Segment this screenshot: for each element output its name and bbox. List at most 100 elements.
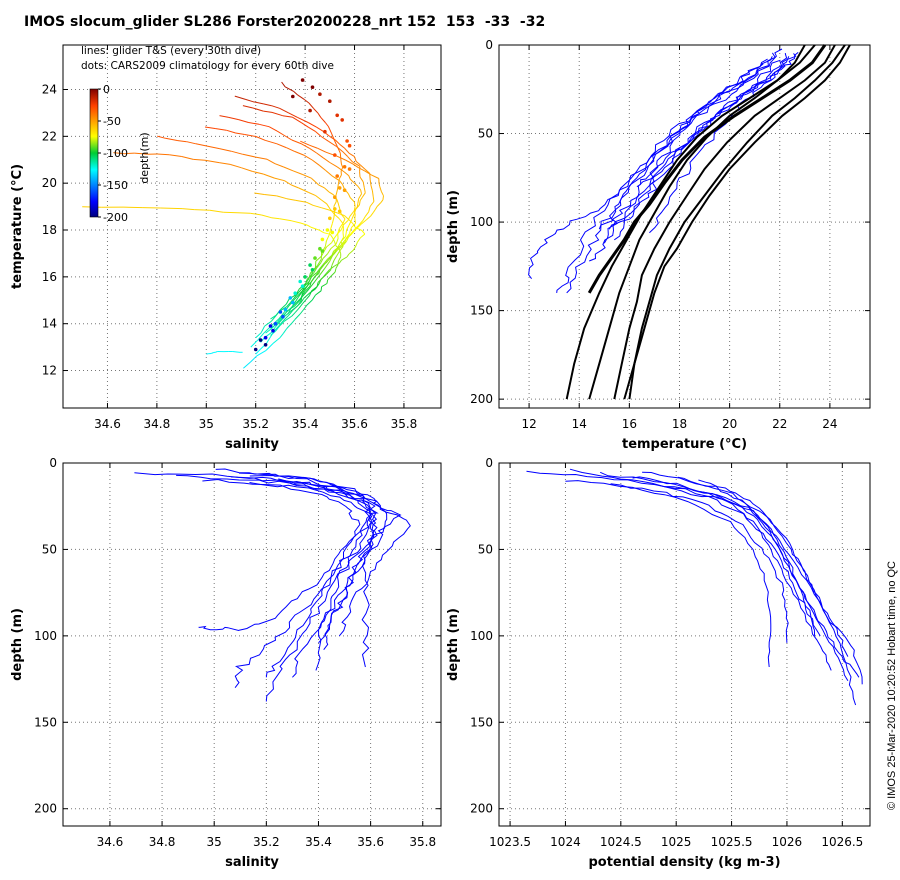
ts-glider-line-segment: [340, 160, 342, 165]
ts-glider-line-segment: [304, 280, 310, 287]
colorbar-label: depth(m): [138, 132, 151, 183]
ts-y-tick-label: 14: [42, 317, 57, 331]
ts-glider-line-segment: [244, 134, 256, 137]
ts-glider-line-segment: [327, 126, 332, 134]
ts-glider-line-segment: [362, 216, 366, 221]
colorbar-gradient: [89, 88, 99, 218]
ts-glider-line-segment: [304, 154, 313, 161]
ts-glider-line-segment: [286, 323, 292, 329]
ts-glider-line-segment: [368, 206, 371, 212]
ts-glider-line-segment: [315, 195, 322, 201]
ts-glider-line-segment: [339, 143, 345, 149]
ts-colorbar: 0 -50 -100 -150 -200 depth(m): [89, 83, 151, 224]
ts-glider-line-segment: [326, 242, 332, 248]
ts-x-tick-label: 35.2: [242, 417, 269, 431]
ts-glider-line-segment: [346, 253, 350, 258]
ts-glider-line-segment: [352, 245, 357, 251]
ts-glider-line-segment: [271, 217, 280, 220]
ts-climatology-dot: [345, 139, 349, 143]
ts-glider-line-segment: [260, 325, 266, 333]
ts-glider-line-segment: [362, 192, 366, 198]
ts-glider-line-segment: [309, 144, 318, 149]
dens-glider-profile-line: [698, 479, 863, 685]
ts-glider-line-segment: [349, 197, 355, 203]
ts-glider-line-segment: [348, 229, 351, 234]
ts-glider-line-segment: [337, 256, 342, 262]
ts-glider-line-segment: [276, 195, 287, 200]
temp-glider-profile-line: [566, 58, 768, 294]
ts-glider-line-segment: [270, 315, 277, 322]
ts-glider-line-segment: [301, 143, 310, 149]
ts-glider-line-segment: [305, 278, 310, 284]
ts-glider-line-segment: [318, 269, 321, 274]
ts-legend-text: lines: glider T&S (every 30th dive): [81, 45, 261, 57]
ts-glider-line-segment: [313, 267, 318, 274]
ts-glider-line-segment: [272, 337, 281, 344]
ts-glider-line-segment: [346, 224, 350, 231]
ts-glider-line-segment: [284, 180, 292, 186]
ts-glider-line-segment: [286, 302, 291, 308]
colorbar-tick-label: -100: [103, 147, 128, 160]
ts-glider-line-segment: [291, 184, 299, 189]
ts-glider-line-segment: [297, 94, 305, 101]
ts-y-tick-label: 12: [42, 364, 57, 378]
ts-glider-line-segment: [327, 248, 332, 255]
ts-glider-line-segment: [263, 103, 272, 107]
ts-glider-line-segment: [334, 268, 337, 273]
ts-glider-line-segment: [337, 245, 344, 251]
ts-glider-line-segment: [321, 207, 330, 211]
ts-glider-line-segment: [342, 227, 344, 233]
ts-glider-line-segment: [300, 222, 308, 226]
ts-glider-line-segment: [250, 339, 259, 348]
ts-glider-line-segment: [291, 139, 302, 145]
ts-glider-line-segment: [329, 265, 335, 271]
ts-glider-line-segment: [319, 229, 325, 234]
ts-glider-line-segment: [308, 192, 316, 196]
ts-glider-line-segment: [338, 259, 342, 264]
ts-glider-line-segment: [342, 151, 348, 157]
ts-glider-line-segment: [341, 256, 348, 261]
ts-glider-line-segment: [331, 175, 340, 182]
ts-glider-line-segment: [354, 156, 357, 162]
ts-glider-line-segment: [215, 128, 227, 131]
ts-glider-line-segment: [348, 219, 353, 226]
dens-glider-profile-line: [642, 471, 849, 657]
figure-title: IMOS slocum_glider SL286 Forster20200228…: [24, 14, 546, 30]
ts-glider-line-segment: [311, 286, 318, 292]
dens-x-tick-label: 1025.5: [711, 835, 753, 849]
ts-glider-line-segment: [204, 126, 216, 130]
dens-glider-profile-line: [664, 486, 821, 637]
sal-x-axis-label: salinity: [225, 855, 279, 870]
ts-glider-line-segment: [301, 122, 309, 128]
ts-glider-line-segment: [134, 152, 148, 155]
temp-series-group: [528, 44, 851, 400]
ts-climatology-dot: [263, 343, 268, 347]
ts-glider-line-segment: [281, 81, 286, 88]
ts-climatology-dot: [303, 275, 307, 279]
ts-glider-line-segment: [257, 332, 265, 341]
temp-x-tick-label: 24: [822, 417, 837, 431]
ts-climatology-dot: [271, 328, 275, 333]
ts-glider-line-segment: [157, 153, 170, 156]
ts-glider-line-segment: [275, 325, 281, 332]
ts-glider-line-segment: [353, 206, 358, 212]
ts-climatology-dot: [330, 230, 335, 235]
ts-glider-line-segment: [286, 198, 296, 201]
ts-glider-line-segment: [301, 290, 306, 296]
ts-glider-line-segment: [326, 257, 331, 263]
sal-x-tick-label: 35.2: [253, 835, 280, 849]
sal-x-tick-label: 35.8: [409, 835, 436, 849]
temp-climatology-line: [565, 44, 816, 400]
ts-x-tick-label: 34.6: [94, 417, 121, 431]
ts-glider-line-segment: [333, 201, 337, 207]
ts-glider-line-segment: [324, 169, 333, 177]
ts-glider-line-segment: [382, 195, 384, 200]
ts-glider-line-segment: [339, 180, 343, 185]
ts-glider-line-segment: [285, 147, 295, 152]
ts-glider-line-segment: [300, 140, 310, 146]
temp-climatology-line: [587, 44, 827, 294]
ts-glider-line-segment: [352, 163, 359, 168]
sal-x-tick-label: 34.6: [97, 835, 124, 849]
temp-frame: [498, 44, 871, 409]
ts-glider-line-segment: [360, 219, 367, 225]
